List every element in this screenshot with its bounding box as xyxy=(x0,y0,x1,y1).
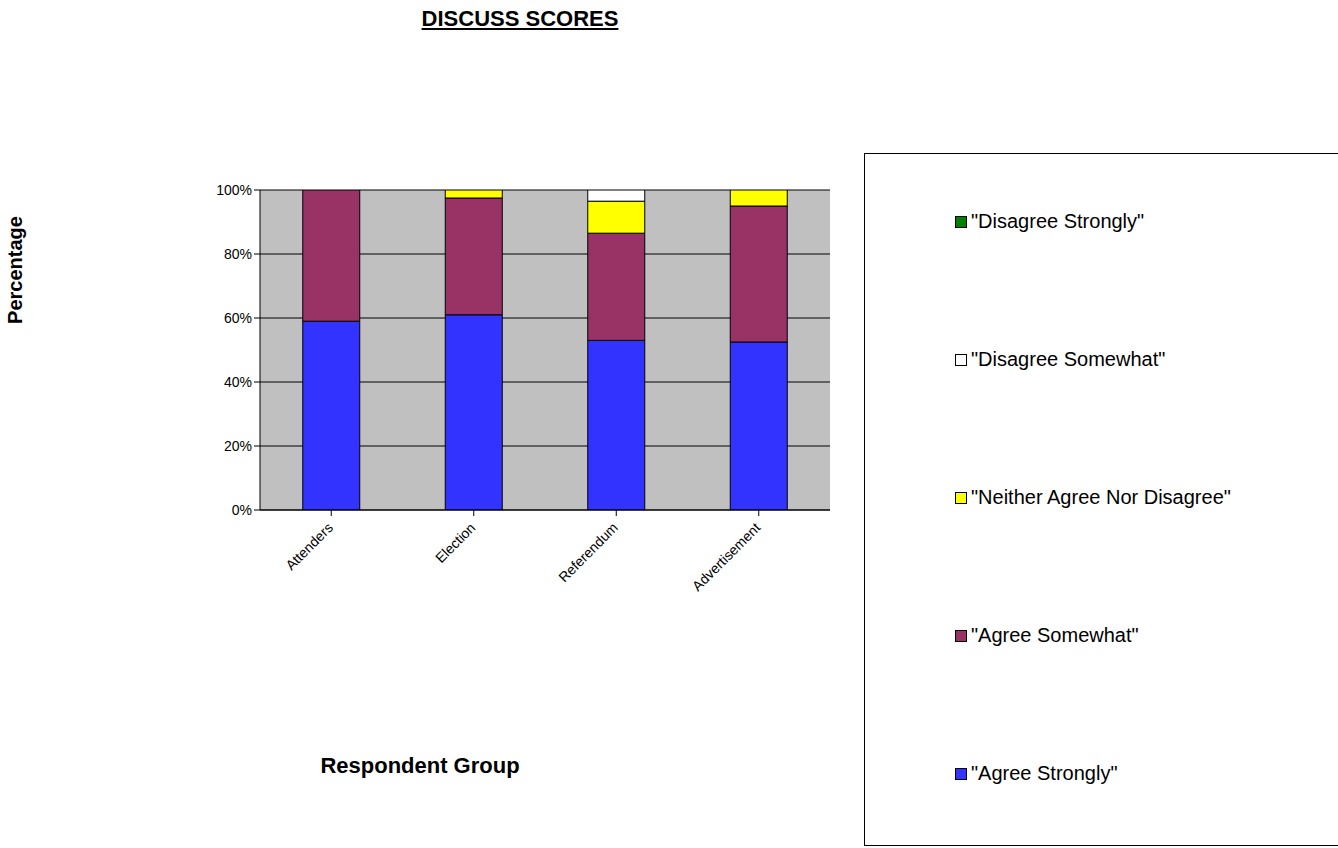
svg-text:0%: 0% xyxy=(232,502,252,518)
html-text:"Neither Agree Nor Disagree": "Neither Agree Nor Disagree" xyxy=(971,486,1231,508)
svg-text:80%: 80% xyxy=(224,246,252,262)
svg-text:Attenders: Attenders xyxy=(282,519,336,573)
html-text:"Agree Somewhat": "Agree Somewhat" xyxy=(971,624,1139,646)
svg-text:Advertisement: Advertisement xyxy=(689,519,764,594)
html-text:Percentage: Percentage xyxy=(3,216,26,324)
html-text:"Disagree Strongly": "Disagree Strongly" xyxy=(971,210,1145,232)
svg-text:60%: 60% xyxy=(224,310,252,326)
svg-text:Referendum: Referendum xyxy=(555,519,621,585)
svg-text:Election: Election xyxy=(432,519,479,566)
html-text:"Disagree Somewhat": "Disagree Somewhat" xyxy=(971,348,1166,370)
html-text:"Agree Strongly": "Agree Strongly" xyxy=(971,762,1118,784)
svg-text:40%: 40% xyxy=(224,374,252,390)
html-text:DISCUSS SCORES: DISCUSS SCORES xyxy=(421,6,619,31)
svg-text:100%: 100% xyxy=(216,182,252,198)
html-text:Respondent Group: Respondent Group xyxy=(320,753,520,778)
svg-text:20%: 20% xyxy=(224,438,252,454)
